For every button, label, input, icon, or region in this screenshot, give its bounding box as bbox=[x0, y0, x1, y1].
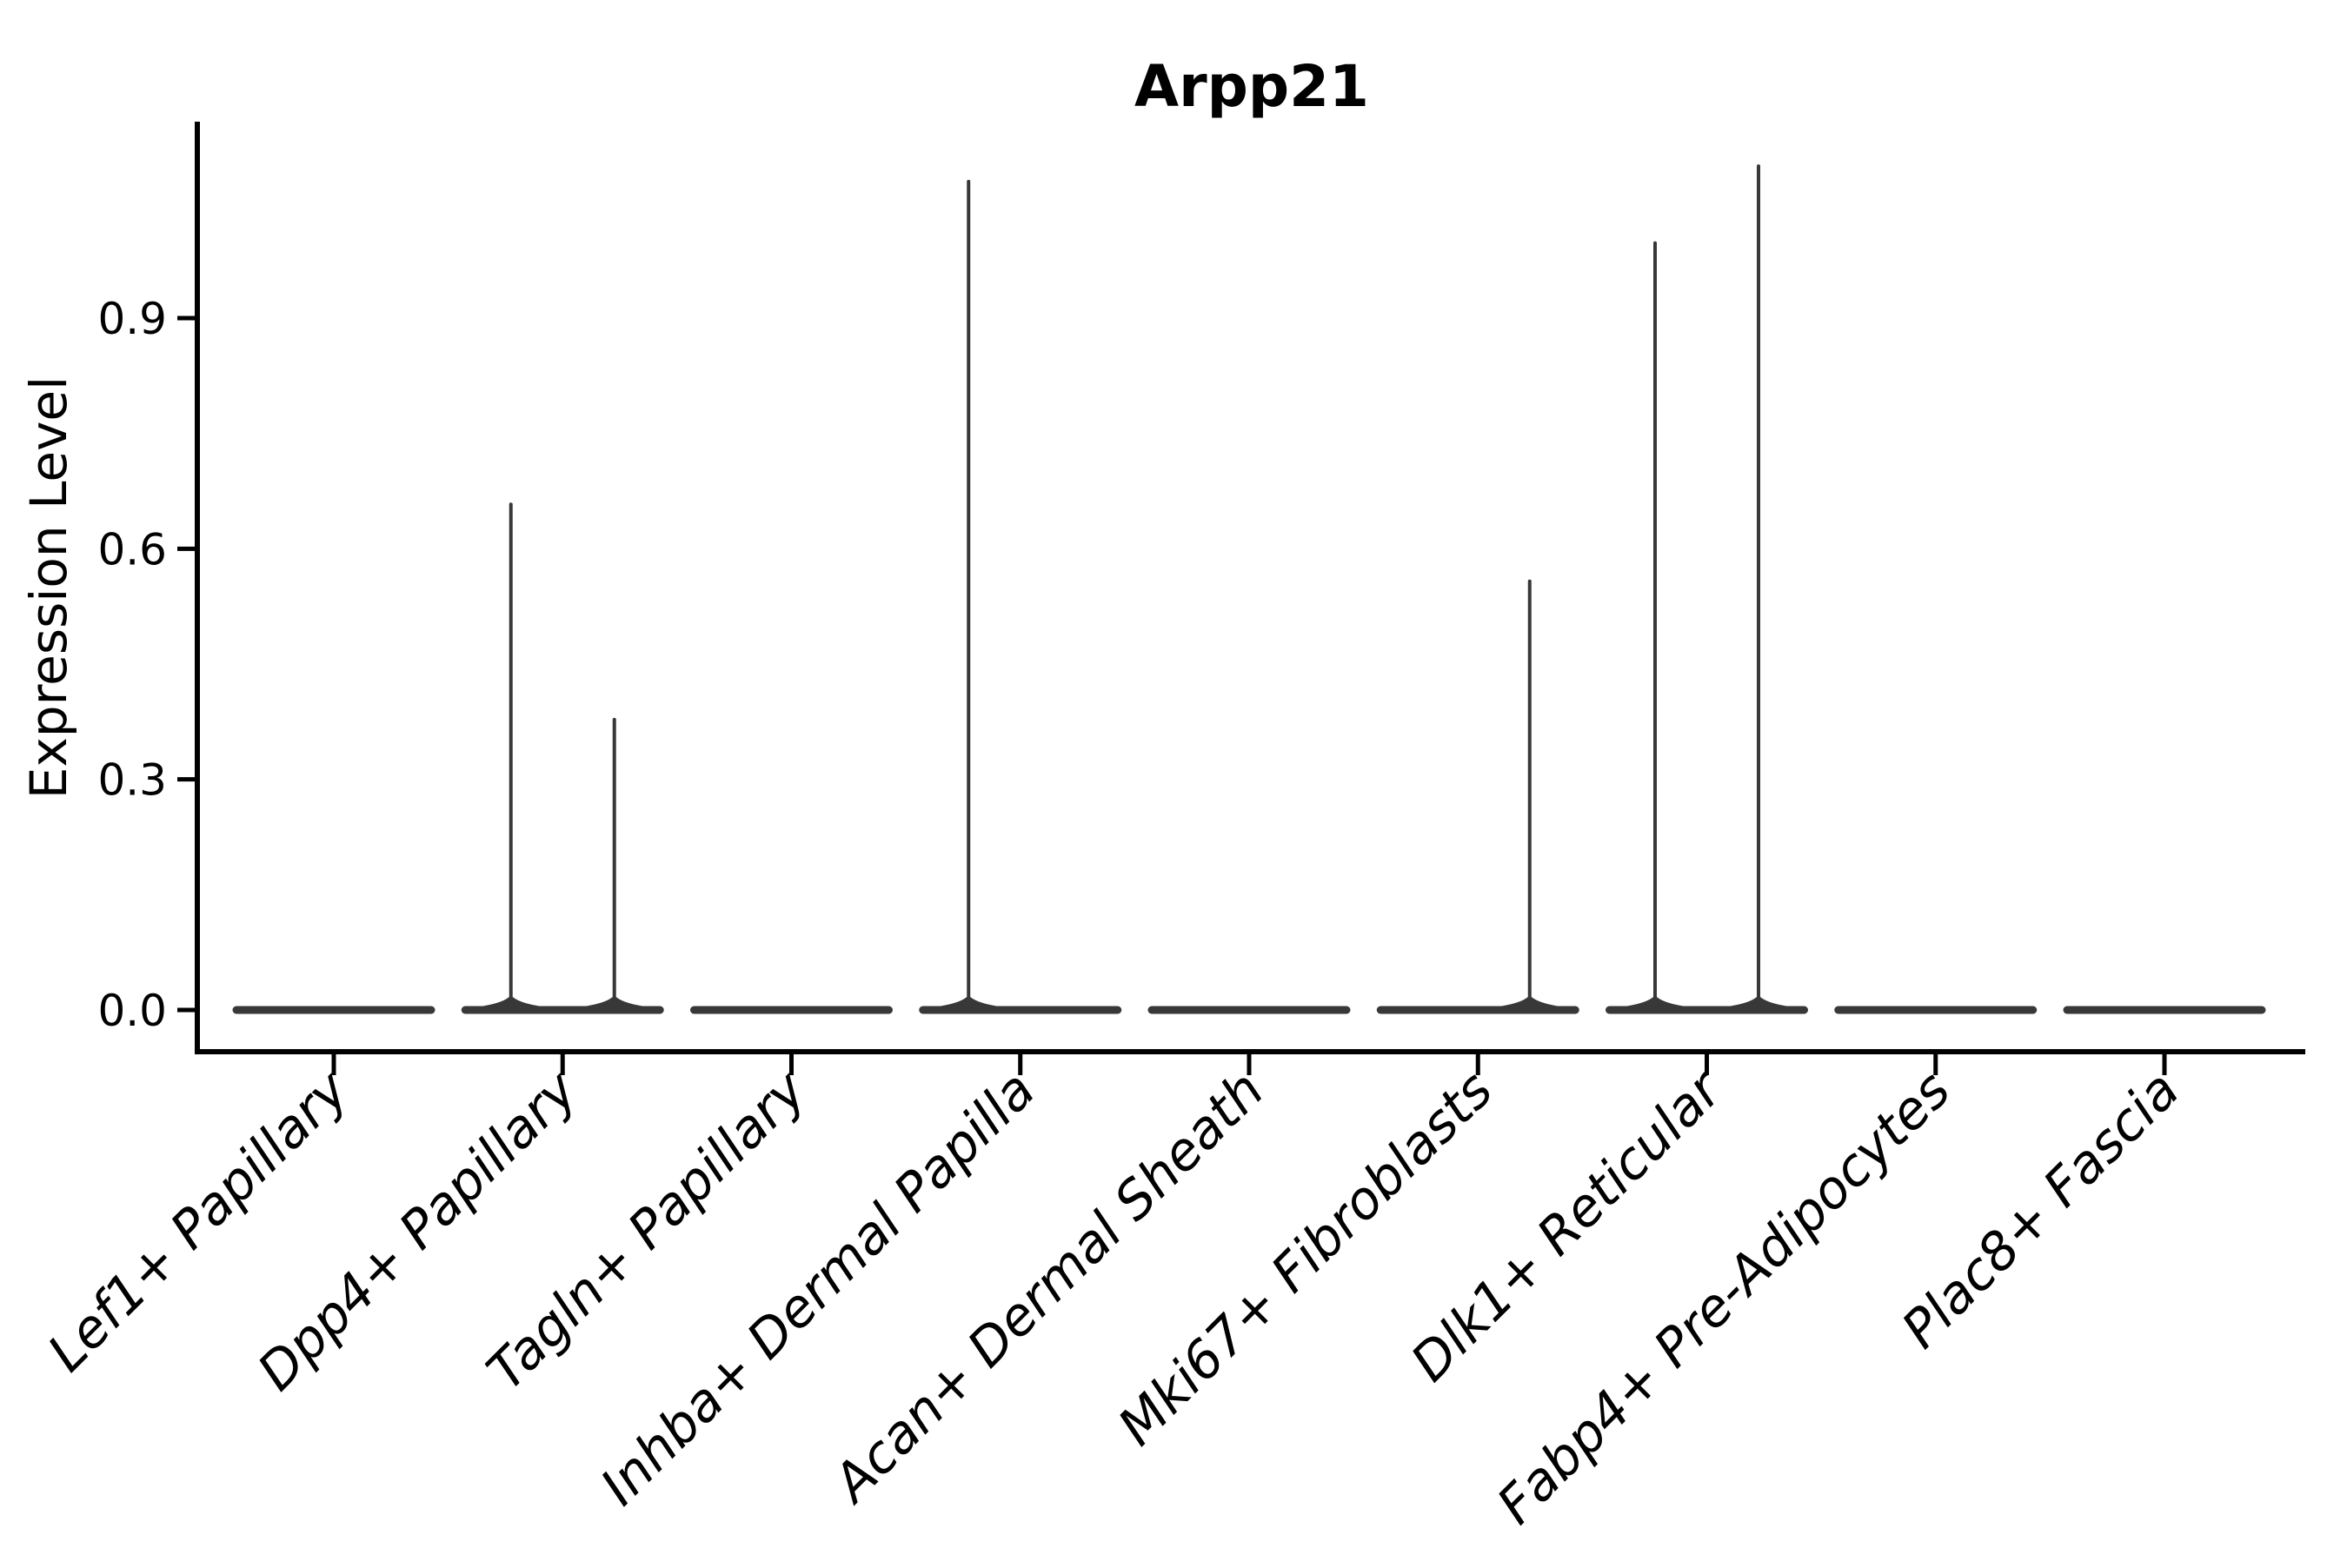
y-ticks-group: 0.0 0.3 0.6 0.9 bbox=[97, 294, 195, 1036]
violin-flare-6-right bbox=[1711, 997, 1806, 1013]
y-axis-label: Expression Level bbox=[19, 376, 78, 799]
violins-group bbox=[232, 164, 2266, 1014]
y-tick-label-2: 0.6 bbox=[97, 524, 167, 575]
x-tick-label-3: Inhba+ Dermal Papilla bbox=[589, 1060, 1047, 1517]
x-tick-label-7: Fabp4+ Pre-Adipocytes bbox=[1486, 1060, 1962, 1536]
violin-flare-1-right bbox=[566, 997, 662, 1013]
x-tick-label-4: Acan+ Dermal Sheath bbox=[820, 1060, 1276, 1516]
y-tick-label-1: 0.3 bbox=[97, 755, 167, 806]
violin-flare-3-left bbox=[921, 997, 1017, 1013]
violin-flare-5-right bbox=[1481, 997, 1578, 1013]
y-tick-label-0: 0.0 bbox=[97, 986, 167, 1036]
violin-flare-6-left bbox=[1607, 997, 1703, 1013]
axes-group bbox=[195, 122, 2305, 1054]
x-tick-label-5: Mki67+ Fibroblasts bbox=[1107, 1060, 1505, 1458]
chart-title: Arpp21 bbox=[1134, 53, 1369, 120]
x-ticks-group bbox=[331, 1054, 2167, 1075]
y-tick-label-3: 0.9 bbox=[97, 294, 167, 344]
violin-flare-1-left bbox=[462, 997, 559, 1013]
